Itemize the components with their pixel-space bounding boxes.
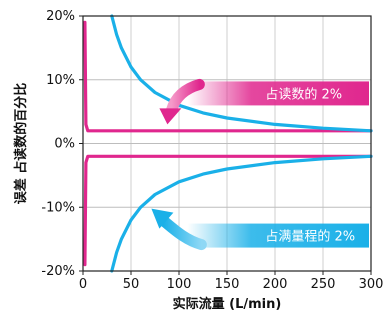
annotation-arrow-reading (165, 78, 205, 116)
x-tick-label: 150 (215, 277, 240, 292)
x-tick-label: 50 (123, 277, 140, 292)
series-line-3 (110, 154, 373, 273)
y-tick-label: 20% (46, 9, 75, 24)
y-tick-label: -20% (41, 264, 75, 279)
y-tick-label: 0% (54, 137, 75, 152)
series-line-0 (83, 20, 373, 133)
x-axis-title: 实际流量 (L/min) (173, 296, 282, 312)
x-tick-label: 200 (263, 277, 288, 292)
y-tick-label: -10% (41, 200, 75, 215)
x-tick-label: 250 (311, 277, 336, 292)
y-tick-label: 10% (46, 73, 75, 88)
annotation-label-reading: 占读数的 2% (265, 86, 342, 102)
series-line-2 (110, 14, 373, 133)
x-tick-label: 100 (167, 277, 192, 292)
annotation-arrow-fullscale (157, 215, 207, 251)
x-tick-label: 0 (79, 277, 87, 292)
x-tick-label: 300 (359, 277, 384, 292)
series-line-1 (83, 154, 373, 267)
annotation-arrowhead-fullscale (151, 208, 174, 229)
annotation-label-fullscale: 占满量程的 2% (265, 229, 355, 245)
annotation-bar-reading (187, 81, 369, 106)
annotation-bar-fullscale (187, 223, 369, 248)
annotation-arrowhead-reading (159, 108, 182, 125)
y-axis-title: 误差 占读数的百分比 (13, 83, 29, 205)
